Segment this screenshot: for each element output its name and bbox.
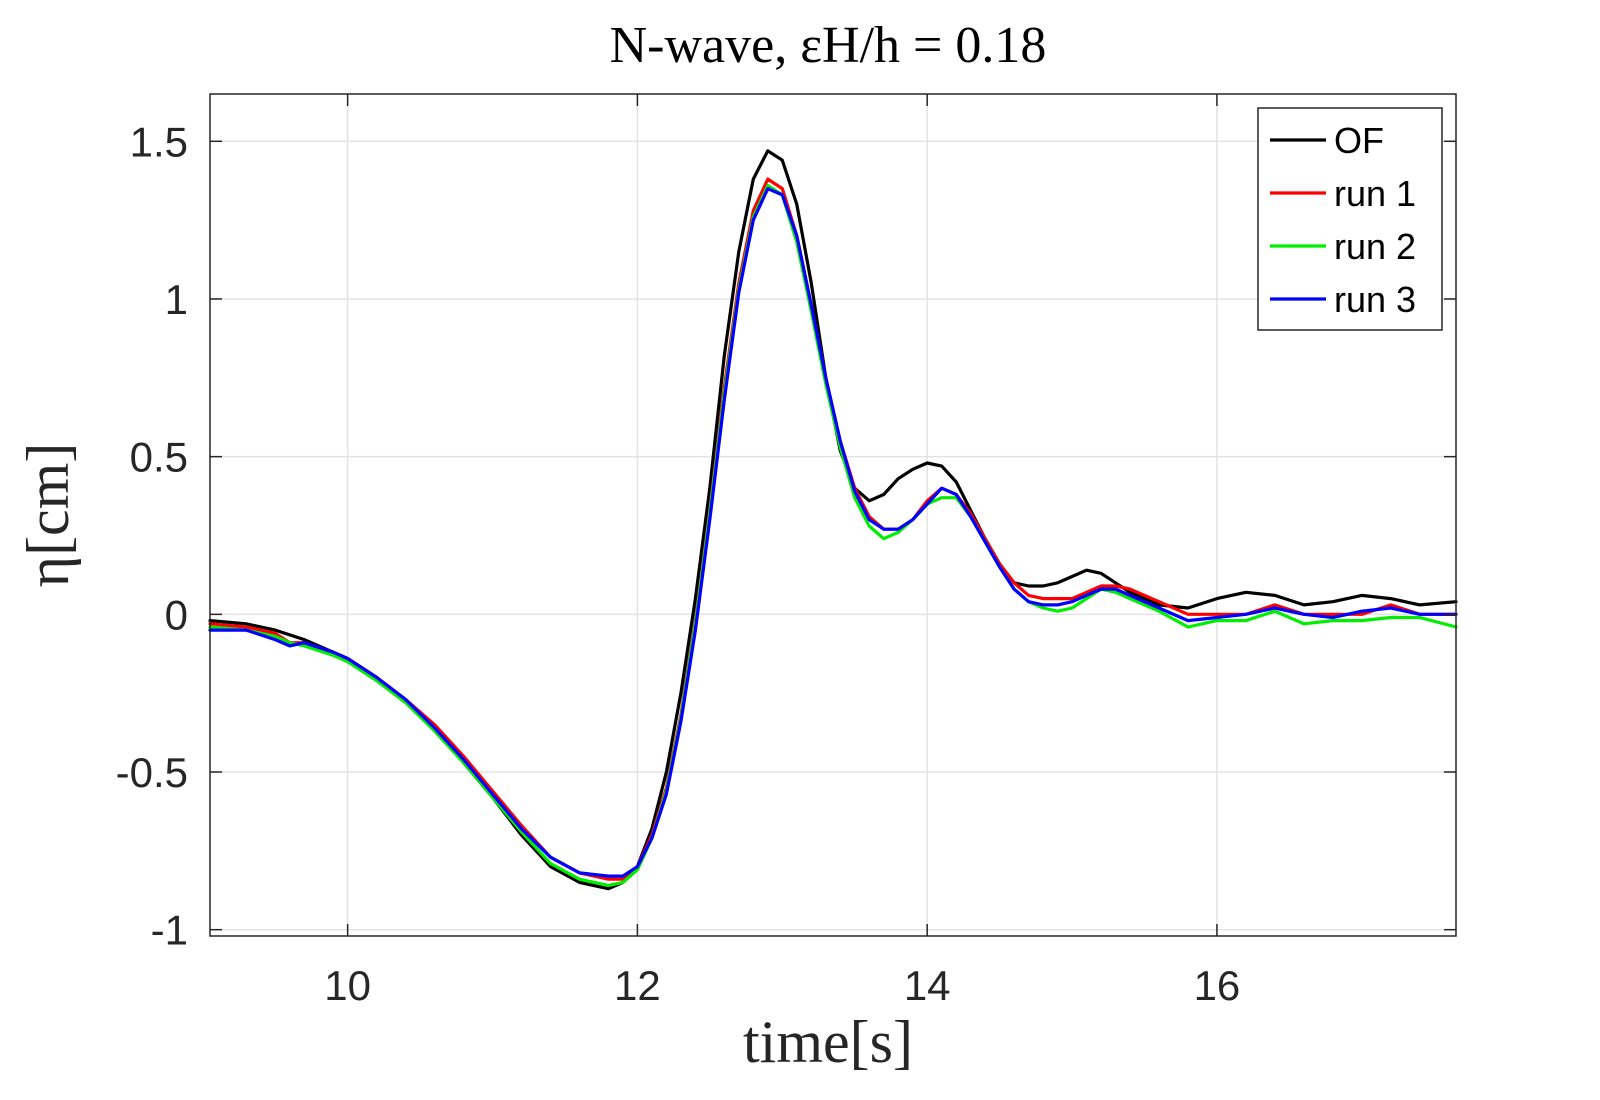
legend-box <box>1257 107 1443 331</box>
legend-label: run 2 <box>1334 226 1416 267</box>
y-tick-label: 1 <box>165 276 188 323</box>
x-axis-label: time[s] <box>743 1009 913 1075</box>
y-axis-label: η[cm] <box>15 443 81 588</box>
series-line-3 <box>208 183 1458 888</box>
y-tick-label: -0.5 <box>116 749 188 796</box>
legend-label: run 3 <box>1334 279 1416 320</box>
chart-title: N-wave, εH/h = 0.18 <box>610 17 1047 74</box>
series-line-4 <box>208 187 1458 878</box>
y-tick-label: -1 <box>151 907 188 954</box>
y-tick-label: 0 <box>165 591 188 638</box>
y-tick-label: 0.5 <box>130 434 188 481</box>
legend-label: run 1 <box>1334 173 1416 214</box>
series-lines <box>208 149 1458 891</box>
legend: OF run 1 run 2 run 3 <box>1257 107 1443 331</box>
x-tick-label: 14 <box>904 962 951 1009</box>
x-tick-label: 12 <box>614 962 661 1009</box>
axis-ticks: 10 12 14 16 -1 -0.5 0 0.5 1 1.5 <box>116 94 1456 1009</box>
x-tick-label: 10 <box>324 962 371 1009</box>
legend-label: OF <box>1334 120 1384 161</box>
grid <box>210 94 1456 936</box>
y-tick-label: 1.5 <box>130 118 188 165</box>
x-tick-label: 16 <box>1194 962 1241 1009</box>
plot-area-border <box>209 93 1457 937</box>
